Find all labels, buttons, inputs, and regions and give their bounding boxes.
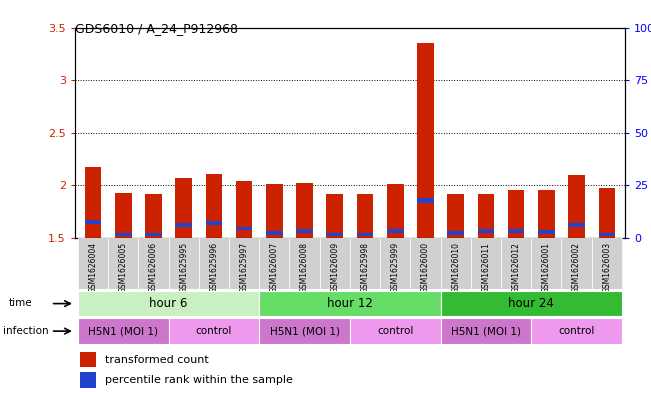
Bar [387,184,404,238]
Bar [138,238,169,289]
Bar [108,238,138,289]
Bar [447,194,464,238]
Text: GSM1626003: GSM1626003 [602,242,611,293]
Text: time: time [8,298,32,309]
Bar [229,238,259,289]
Text: GSM1626001: GSM1626001 [542,242,551,293]
Text: GSM1626004: GSM1626004 [89,242,98,293]
Bar [320,238,350,289]
Bar [206,174,222,238]
Bar [169,238,199,289]
Text: GSM1626002: GSM1626002 [572,242,581,293]
Bar [531,318,622,344]
Bar [357,233,373,236]
Bar [206,221,222,225]
Bar [236,227,253,230]
Bar [175,178,192,238]
Bar [478,229,494,233]
Text: GSM1626007: GSM1626007 [270,242,279,293]
Text: infection: infection [3,326,49,336]
Text: GSM1626005: GSM1626005 [118,242,128,293]
Bar [290,238,320,289]
Text: GSM1625995: GSM1625995 [179,242,188,293]
Text: GSM1625996: GSM1625996 [210,242,218,293]
Bar [417,198,434,203]
Text: GSM1626006: GSM1626006 [149,242,158,293]
Bar [259,291,441,316]
Bar [568,174,585,238]
Text: GSM1625998: GSM1625998 [361,242,370,293]
Bar [145,233,161,236]
Bar [380,238,410,289]
Bar [501,238,531,289]
Bar [410,238,441,289]
Bar [561,238,592,289]
Bar [115,233,132,236]
Text: GSM1626012: GSM1626012 [512,242,521,293]
Bar [441,291,622,316]
Bar [478,194,494,238]
Text: GSM1626008: GSM1626008 [300,242,309,293]
Bar [592,238,622,289]
Bar [266,231,283,235]
Bar [115,193,132,238]
Bar [80,352,96,367]
Bar [568,223,585,227]
Bar [441,238,471,289]
Text: GSM1626011: GSM1626011 [482,242,490,293]
Bar [78,318,169,344]
Bar [350,238,380,289]
Bar [78,238,108,289]
Text: H5N1 (MOI 1): H5N1 (MOI 1) [270,326,340,336]
Text: GSM1625999: GSM1625999 [391,242,400,293]
Bar [441,318,531,344]
Text: control: control [377,326,413,336]
Text: GDS6010 / A_24_P912968: GDS6010 / A_24_P912968 [75,22,238,35]
Bar [259,318,350,344]
Bar [508,229,525,233]
Text: control: control [196,326,232,336]
Bar [296,229,313,233]
Text: GSM1625997: GSM1625997 [240,242,249,293]
Bar [417,43,434,238]
Text: hour 6: hour 6 [149,297,187,310]
Text: control: control [559,326,595,336]
Bar [357,194,373,238]
Text: hour 12: hour 12 [327,297,373,310]
Text: H5N1 (MOI 1): H5N1 (MOI 1) [451,326,521,336]
Bar [296,183,313,238]
Bar [259,238,290,289]
Bar [531,238,561,289]
Bar [471,238,501,289]
Text: percentile rank within the sample: percentile rank within the sample [105,375,293,385]
Text: H5N1 (MOI 1): H5N1 (MOI 1) [89,326,158,336]
Bar [80,373,96,387]
Bar [538,230,555,233]
Bar [85,167,102,238]
Bar [175,223,192,227]
Bar [266,184,283,238]
Bar [236,181,253,238]
Bar [387,229,404,233]
Text: GSM1626000: GSM1626000 [421,242,430,293]
Text: GSM1626009: GSM1626009 [330,242,339,293]
Text: hour 24: hour 24 [508,297,554,310]
Bar [538,191,555,238]
Bar [327,194,343,238]
Bar [327,233,343,236]
Bar [169,318,259,344]
Text: transformed count: transformed count [105,355,209,365]
Bar [199,238,229,289]
Text: GSM1626010: GSM1626010 [451,242,460,293]
Bar [85,220,102,224]
Bar [598,233,615,236]
Bar [350,318,441,344]
Bar [145,194,161,238]
Bar [78,291,259,316]
Bar [447,231,464,235]
Bar [508,191,525,238]
Bar [598,188,615,238]
